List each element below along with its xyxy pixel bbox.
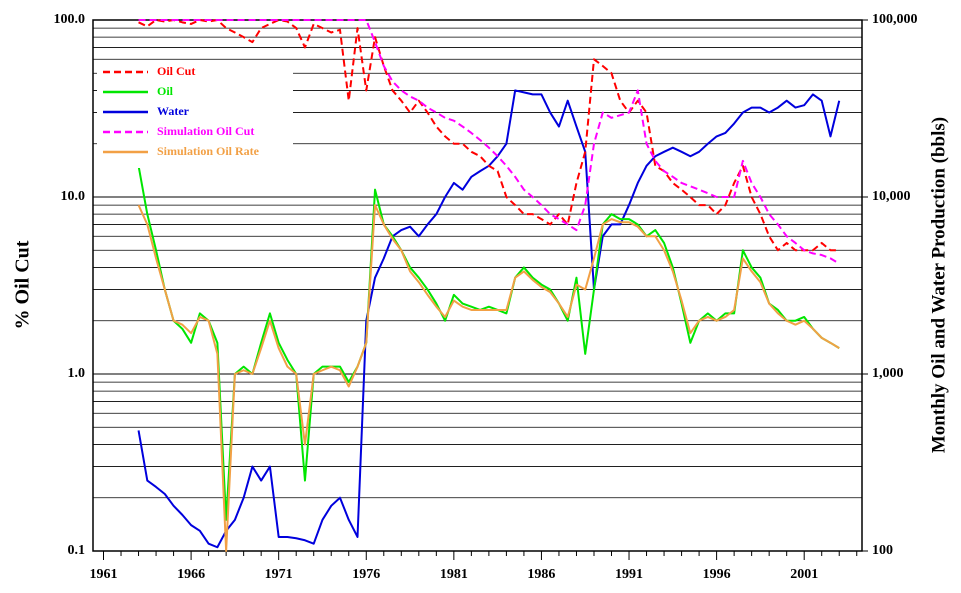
y2-tick-label: 10,000 bbox=[872, 189, 911, 204]
legend-label: Oil Cut bbox=[157, 64, 195, 78]
series-line bbox=[137, 204, 840, 552]
x-tick-label: 1991 bbox=[615, 567, 643, 582]
legend-label: Water bbox=[157, 104, 190, 118]
series-line bbox=[138, 19, 840, 252]
x-tick-label: 1971 bbox=[265, 567, 293, 582]
plot-frame bbox=[92, 19, 863, 552]
series-line bbox=[138, 19, 840, 265]
y-tick-label: 100.0 bbox=[54, 12, 86, 27]
legend-label: Oil bbox=[157, 84, 174, 98]
y-axis-title: % Oil Cut bbox=[12, 240, 34, 329]
x-tick-label: 1966 bbox=[177, 567, 205, 582]
x-tick-label: 1961 bbox=[90, 567, 118, 582]
y2-axis-title: Monthly Oil and Water Production (bbls) bbox=[928, 117, 949, 453]
legend-label: Simulation Oil Rate bbox=[157, 144, 260, 158]
y2-tick-label: 100 bbox=[872, 543, 893, 558]
legend-label: Simulation Oil Cut bbox=[157, 124, 254, 138]
x-tick-label: 1986 bbox=[527, 567, 555, 582]
y-tick-label: 0.1 bbox=[68, 543, 86, 558]
x-tick-label: 1976 bbox=[352, 567, 380, 582]
y2-tick-label: 100,000 bbox=[872, 12, 918, 27]
legend-box bbox=[97, 60, 293, 168]
x-tick-label: 2001 bbox=[790, 567, 818, 582]
x-tick-label: 1996 bbox=[703, 567, 731, 582]
y-tick-label: 10.0 bbox=[61, 189, 86, 204]
x-tick-label: 1981 bbox=[440, 567, 468, 582]
y2-tick-label: 1,000 bbox=[872, 366, 904, 381]
y-tick-label: 1.0 bbox=[68, 366, 86, 381]
